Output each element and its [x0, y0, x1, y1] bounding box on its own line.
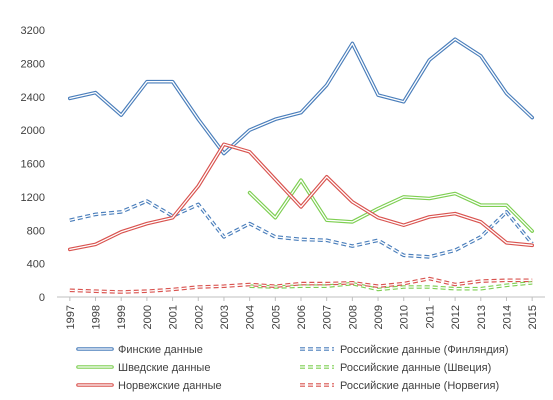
- y-tick-label: 800: [27, 225, 45, 237]
- series-2: [247, 178, 534, 233]
- x-tick-label: 2011: [424, 305, 436, 329]
- x-tick-label: 2012: [450, 305, 462, 329]
- x-tick-label: 2003: [219, 305, 231, 329]
- y-tick-label: 0: [39, 292, 45, 304]
- y-tick-label: 1600: [21, 159, 45, 171]
- legend-item: Российские данные (Норвегия): [300, 380, 499, 392]
- x-tick-label: 2014: [501, 305, 513, 329]
- legend-item: Российские данные (Финляндия): [300, 344, 509, 356]
- series-0: [68, 37, 534, 156]
- x-tick-label: 2007: [322, 305, 334, 329]
- legend-label: Норвежские данные: [118, 380, 222, 392]
- series-lines: [68, 37, 534, 294]
- series-5-line-inner: [69, 277, 533, 293]
- x-tick-label: 2000: [142, 305, 154, 329]
- x-tick-label: 1997: [65, 305, 77, 329]
- x-tick-label: 2005: [270, 305, 282, 329]
- legend-item: Финские данные: [76, 344, 203, 356]
- series-1: [69, 199, 534, 259]
- axes: 0 400 800 1200 1600 2000 2400 2800 3200 1997 1998 1…: [21, 25, 545, 329]
- y-tick-label: 3200: [21, 25, 45, 37]
- series-3: [249, 281, 533, 292]
- x-tick-label: 2010: [399, 305, 411, 329]
- series-4-line-inner: [69, 143, 533, 251]
- series-2-line-inner: [248, 179, 533, 232]
- x-tick-label: 2001: [168, 305, 180, 329]
- series-3-line-inner: [249, 282, 533, 291]
- x-tick-label: 2013: [476, 305, 488, 329]
- x-tick-label: 2006: [296, 305, 308, 329]
- legend-label: Шведские данные: [118, 362, 210, 374]
- series-0-line-inner: [69, 38, 533, 155]
- series-4: [68, 142, 534, 252]
- x-tick-label: 2008: [347, 305, 359, 329]
- legend-item: Норвежские данные: [76, 380, 222, 392]
- series-5: [69, 276, 533, 294]
- legend-label: Российские данные (Норвегия): [340, 380, 499, 392]
- x-tick-label: 2002: [193, 305, 205, 329]
- y-tick-label: 2800: [21, 58, 45, 70]
- x-tick-label: 1998: [91, 305, 103, 329]
- x-tick-label: 2009: [373, 305, 385, 329]
- legend-label: Финские данные: [118, 344, 203, 356]
- y-tick-label: 2400: [21, 92, 45, 104]
- y-tick-label: 2000: [21, 125, 45, 137]
- series-1-line-inner: [69, 200, 533, 258]
- x-tick-label: 2004: [245, 305, 257, 329]
- legend: Финские данные Российские данные (Финлянд…: [76, 344, 509, 392]
- legend-label: Российские данные (Швеция): [340, 362, 491, 374]
- legend-label: Российские данные (Финляндия): [340, 344, 509, 356]
- legend-item: Шведские данные: [76, 362, 210, 374]
- x-tick-label: 1999: [116, 305, 128, 329]
- x-tick-label: 2015: [527, 305, 539, 329]
- series-1-line: [69, 199, 534, 259]
- series-0-line: [68, 37, 534, 156]
- y-tick-label: 1200: [21, 192, 45, 204]
- y-tick-label: 400: [27, 259, 45, 271]
- legend-item: Российские данные (Швеция): [300, 362, 491, 374]
